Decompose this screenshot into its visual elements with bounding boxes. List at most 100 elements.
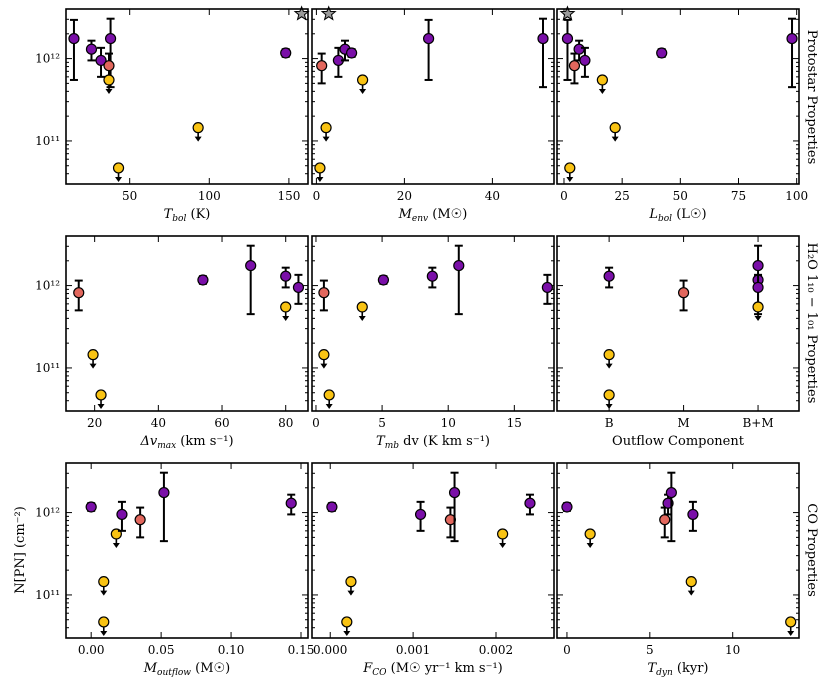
row-label-protostar: Protostar Properties [804,30,819,165]
x-tick-label: 0.001 [396,643,430,657]
data-point [564,162,576,174]
data-point [116,508,128,521]
x-tick-label: 0.15 [288,643,315,657]
upper-limit-arrowhead [115,176,123,182]
data-point-star [320,5,337,21]
panel-0-2: 0 25 50 75 100 [556,5,808,203]
x-tick-label: 5 [646,643,654,657]
data-point [280,301,292,313]
x-axis-label: Outflow Component [612,434,745,449]
data-point [316,60,328,72]
data-point [280,270,292,282]
upper-limit-arrowhead [282,315,290,321]
data-point [292,281,305,294]
x-axis-label: Menv (M☉) [398,207,468,224]
x-axis-label: FCO (M☉ yr⁻¹ km s⁻¹) [362,661,503,678]
data-point [603,349,615,361]
data-point [357,74,369,86]
y-tick-label: 10¹¹ [35,588,60,602]
upper-limit-arrowhead [89,363,97,369]
data-point [192,122,204,134]
x-tick-label: 0.000 [313,643,347,657]
upper-limit-arrowhead [112,542,120,548]
x-tick-label: 10 [441,416,456,430]
upper-limit-arrowhead [105,88,113,94]
data-point [73,287,85,299]
data-point [659,514,671,526]
data-point [609,122,621,134]
data-point [318,287,330,299]
y-tick-label: 10¹² [35,52,60,66]
x-tick-label: 15 [507,416,522,430]
row-labels: Protostar Properties H₂O 1₁₀ − 1₀₁ Prope… [804,30,819,597]
upper-limit-arrowhead [598,88,606,94]
data-point [687,508,699,521]
upper-limit-arrowhead [611,136,619,142]
x-tick-label: 75 [731,189,746,203]
data-point [345,576,357,588]
data-point [453,259,465,272]
panel-frame [65,8,309,185]
x-tick-label: 0.05 [148,643,175,657]
data-point [541,281,553,294]
data-point [656,47,668,59]
data-point [95,389,107,401]
panel-frame [556,235,800,412]
data-point [596,74,608,86]
panel-frame [311,462,555,639]
x-axis-label: Tdyn (kyr) [647,661,708,678]
x-tick-label: 20 [397,189,412,203]
data-point [752,259,764,272]
x-tick-label: 20 [87,416,102,430]
data-point [95,54,107,67]
data-point [677,287,690,299]
y-tick-label: 10¹¹ [35,361,60,375]
upper-limit-arrowhead [359,88,367,94]
data-point [326,501,338,513]
data-point [356,301,368,313]
x-axis-label: Lbol (L☉) [648,207,706,224]
x-tick-label: 100 [785,189,808,203]
panel-frame [556,8,800,185]
data-point [318,349,330,361]
x-tick-label: 0.10 [218,643,245,657]
data-point [197,274,209,286]
x-tick-label: M [677,416,689,430]
data-point [584,528,596,540]
data-point [314,162,326,174]
data-point [245,259,257,272]
upper-limit-arrowhead [787,630,795,636]
data-point-star [559,5,576,21]
data-point [158,486,170,499]
data-point [98,576,110,588]
panel-frame [65,235,309,412]
data-point [85,501,97,513]
data-point [665,486,677,499]
data-point [568,60,581,72]
upper-limit-arrowhead [754,315,762,321]
upper-limit-arrowhead [194,136,202,142]
x-tick-label: B [605,416,614,430]
data-point-star [293,5,310,21]
data-point [561,501,573,513]
data-point [341,616,353,628]
upper-limit-arrowhead [347,590,355,596]
data-point [87,349,99,361]
upper-limit-arrowhead [499,542,507,548]
panel-0-0: 10¹² 10¹¹ 50 100 150 [35,5,310,203]
x-axis-label: Tbol (K) [164,207,211,224]
x-tick-label: 5 [378,416,386,430]
x-tick-label: 40 [485,189,500,203]
data-point [112,162,125,174]
data-point [285,497,297,509]
data-point [524,497,536,509]
panel-frame [65,462,309,639]
x-tick-label: 80 [278,416,293,430]
upper-limit-arrowhead [97,403,105,409]
data-point [752,281,764,294]
data-point [579,54,591,67]
upper-limit-arrowhead [566,176,574,182]
panel-2-1: 0.000 0.001 0.002 [311,462,555,657]
upper-limit-arrowhead [343,630,351,636]
